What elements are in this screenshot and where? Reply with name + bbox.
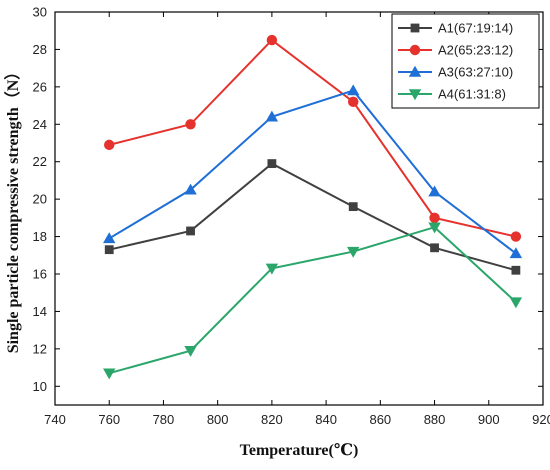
data-point <box>348 202 358 212</box>
legend-label: A4(61:31:8) <box>438 87 506 102</box>
x-axis-title: Temperature(℃) <box>240 442 359 459</box>
x-tick-label: 840 <box>315 412 337 427</box>
data-point <box>509 247 523 259</box>
axes: 740 760 780 800 820 840 860 880 900 920 10 12 14 16 18… <box>33 5 550 428</box>
data-point <box>347 246 360 258</box>
legend-item: A2(65:23:12) <box>398 43 513 58</box>
series-line <box>108 226 517 375</box>
legend-label: A1(67:19:14) <box>438 21 513 36</box>
legend-label: A3(63:27:10) <box>438 65 513 80</box>
series-line <box>108 89 517 255</box>
y-tick-label: 30 <box>33 5 47 20</box>
series-1 <box>104 159 521 275</box>
y-tick-label: 28 <box>33 42 47 57</box>
legend-item: A3(63:27:10) <box>398 65 513 80</box>
data-point <box>510 231 522 242</box>
x-tick-label: 740 <box>44 412 66 427</box>
data-point <box>429 212 440 224</box>
y-tick-label: 14 <box>33 304 47 319</box>
y-tick-label: 12 <box>33 341 47 356</box>
data-point <box>104 139 115 151</box>
data-point <box>103 232 116 244</box>
series-2 <box>104 34 522 242</box>
y-tick-label: 24 <box>33 117 47 132</box>
legend-marker <box>408 65 422 77</box>
legend: A1(67:19:14) A2(65:23:12) A3(63:27:10) A4(6… <box>391 13 540 109</box>
data-point <box>347 84 360 96</box>
series-3 <box>103 84 523 259</box>
data-point <box>186 226 195 236</box>
series-group <box>103 34 523 380</box>
x-tick-label: 880 <box>424 412 446 427</box>
legend-marker <box>409 44 421 56</box>
y-axis-title: Single particle compressive strength（N） <box>4 64 22 354</box>
legend-label: A2(65:23:12) <box>438 43 513 58</box>
data-point <box>428 222 441 234</box>
data-point <box>184 183 197 195</box>
x-tick-label: 920 <box>532 412 550 427</box>
legend-item: A1(67:19:14) <box>398 21 513 36</box>
legend-item: A4(61:31:8) <box>398 87 506 102</box>
x-tick-label: 760 <box>98 412 120 427</box>
series-line <box>108 162 517 272</box>
x-tick-label: 800 <box>207 412 229 427</box>
plot-frame <box>54 11 544 406</box>
y-tick-label: 20 <box>33 192 47 207</box>
x-tick-label: 860 <box>369 412 391 427</box>
y-tick-label: 18 <box>33 229 47 244</box>
x-tick-label: 780 <box>153 412 175 427</box>
data-point <box>267 159 277 168</box>
data-point <box>103 368 116 380</box>
data-point <box>509 297 523 309</box>
legend-marker <box>410 23 420 33</box>
y-tick-label: 10 <box>33 379 47 394</box>
x-tick-label: 820 <box>261 412 283 427</box>
y-tick-label: 26 <box>33 79 47 94</box>
data-point <box>185 119 196 130</box>
data-point <box>511 265 521 275</box>
data-point <box>266 34 278 46</box>
series-4 <box>103 222 523 380</box>
x-tick-label: 900 <box>478 412 500 427</box>
data-point <box>265 110 279 122</box>
data-point <box>104 245 114 255</box>
y-tick-label: 22 <box>33 154 47 169</box>
y-tick-label: 16 <box>33 267 47 282</box>
data-point <box>428 185 441 197</box>
data-point <box>184 346 197 357</box>
data-point <box>430 243 439 253</box>
series-line <box>108 38 517 238</box>
legend-marker <box>408 89 422 101</box>
data-point <box>265 263 279 275</box>
data-point <box>348 96 359 108</box>
